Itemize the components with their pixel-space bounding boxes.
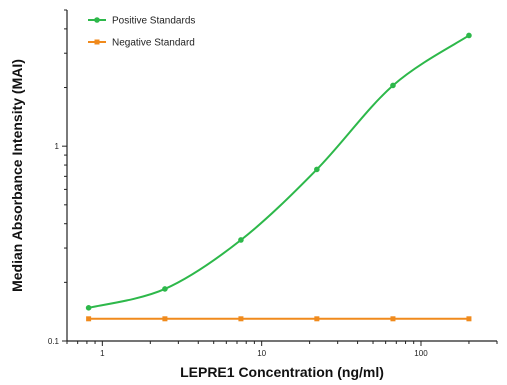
- legend-marker: [94, 17, 100, 23]
- y-ticks: 0.11: [48, 9, 67, 346]
- legend-marker: [94, 39, 100, 45]
- axes: [66, 10, 497, 342]
- data-point: [466, 316, 472, 322]
- series-line: [88, 34, 470, 309]
- series-positive-standards: [85, 32, 472, 311]
- legend: Positive Standards Negative Standard: [88, 16, 195, 49]
- legend-label: Positive Standards: [112, 16, 195, 27]
- data-point: [390, 82, 396, 89]
- data-point: [162, 316, 168, 322]
- data-point: [314, 316, 320, 322]
- x-tick-label: 1: [100, 349, 105, 358]
- x-tick-label: 10: [257, 349, 266, 358]
- data-point: [466, 32, 472, 39]
- x-ticks: 1 10 100: [66, 341, 498, 358]
- data-point: [85, 305, 92, 311]
- data-point: [238, 316, 244, 322]
- x-tick-label: 100: [414, 349, 428, 358]
- legend-label: Negative Standard: [112, 38, 195, 49]
- data-point: [162, 286, 168, 292]
- y-tick-label: 0.1: [48, 337, 60, 346]
- series-layer: [85, 32, 472, 322]
- y-tick-label: 1: [55, 142, 60, 151]
- data-point: [86, 316, 92, 322]
- x-axis-title: LEPRE1 Concentration (ng/ml): [180, 364, 384, 380]
- data-point: [238, 237, 244, 243]
- y-axis-title: Median Absorbance Intensity (MAI): [9, 59, 25, 292]
- series-negative-standard: [86, 316, 472, 322]
- data-point: [314, 166, 320, 173]
- data-point: [390, 316, 396, 322]
